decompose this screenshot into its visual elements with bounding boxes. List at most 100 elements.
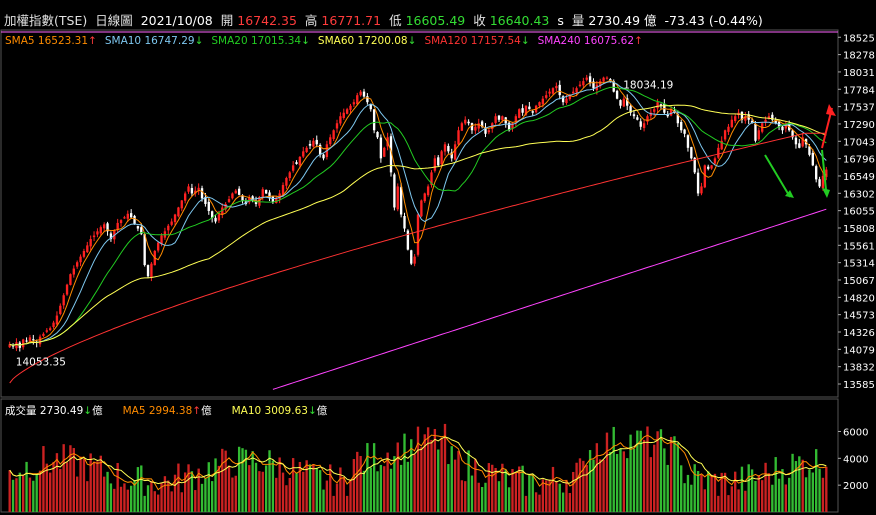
candle-body — [619, 100, 622, 106]
volume-bar — [788, 477, 791, 512]
volume-bar — [129, 485, 133, 512]
volume-legend-item: MA5 2994.38↑億 — [123, 405, 222, 417]
volume-bar — [507, 487, 511, 512]
volume-legend-unit: 億 — [316, 405, 328, 417]
volume-bar — [804, 477, 808, 512]
volume-bar — [821, 477, 825, 512]
volume-bar — [38, 470, 42, 512]
volume-bar — [187, 464, 190, 512]
candle-body — [173, 214, 177, 223]
candle-body — [781, 126, 784, 131]
volume-bar — [626, 458, 629, 512]
volume-bar — [359, 455, 362, 512]
price-axis-label: 17290 — [843, 120, 875, 131]
volume-bar — [389, 468, 393, 512]
price-axis-label: 13832 — [843, 363, 875, 374]
volume-bar — [376, 471, 379, 512]
candle-body — [75, 262, 79, 267]
candle-body — [210, 211, 214, 219]
volume-bar — [551, 466, 555, 512]
candle-body — [123, 217, 126, 219]
volume-bar — [700, 474, 703, 512]
candle-body — [501, 116, 504, 121]
volume-bar — [136, 467, 140, 512]
volume-bar — [322, 489, 325, 512]
candle-body — [113, 229, 116, 240]
candle-body — [42, 333, 45, 336]
price-axis-label: 17784 — [843, 85, 875, 96]
candle-body — [332, 130, 335, 140]
volume-bar — [254, 462, 258, 512]
candle-body — [396, 186, 399, 210]
volume-bar — [345, 495, 349, 512]
volume-legend-unit: 億 — [92, 405, 103, 417]
candle-body — [224, 203, 227, 210]
volume-bar — [329, 464, 332, 512]
candle-body — [329, 137, 332, 145]
volume-legend-item: MA10 3009.63↓億 — [232, 405, 338, 417]
volume-bar — [545, 480, 548, 512]
volume-bar — [443, 423, 447, 512]
candle-body — [801, 137, 804, 147]
volume-bar — [362, 470, 366, 512]
open-label: 開 — [220, 13, 234, 28]
candle-body — [636, 117, 639, 120]
volume-bar — [494, 467, 497, 512]
candle-body — [65, 284, 69, 295]
candle-body — [45, 330, 48, 332]
candle-body — [109, 233, 113, 240]
volume-bar — [258, 471, 261, 512]
candle-body — [150, 263, 153, 278]
volume-bar — [636, 430, 639, 512]
volume-bar — [356, 451, 359, 512]
volume-bar — [99, 455, 102, 512]
volume-bar — [761, 480, 764, 512]
volume-legend-text: MA5 2994.38 — [122, 405, 193, 417]
candle-body — [221, 207, 224, 215]
volume-bar — [342, 476, 345, 512]
volume-bar — [653, 444, 656, 512]
price-axis-label: 18525 — [843, 33, 875, 44]
candle-body — [815, 166, 818, 180]
volume-bar — [811, 472, 814, 512]
volume-bar — [680, 465, 683, 512]
candle-body — [437, 157, 440, 166]
volume-bar — [312, 464, 315, 512]
candle-body — [133, 215, 136, 225]
ma-legend-item: SMA10 16747.29↓ — [105, 35, 204, 47]
candle-body — [281, 185, 285, 196]
volume-bar — [210, 481, 214, 512]
candle-body — [335, 123, 339, 129]
volume-bar — [22, 475, 25, 512]
volume-bar — [153, 491, 156, 512]
volume-bar — [180, 492, 183, 512]
arrow-down-icon: ↓ — [407, 35, 417, 47]
volume-bar — [744, 490, 747, 512]
volume-bar — [764, 462, 767, 512]
volume-bar — [585, 465, 588, 512]
candle-body — [379, 137, 383, 159]
volume-bar — [234, 475, 237, 512]
volume-bar — [791, 453, 794, 512]
candle-body — [359, 91, 362, 96]
volume-bar — [55, 453, 59, 512]
volume-bar — [504, 469, 507, 512]
high-label: 高 — [304, 13, 318, 28]
candle-body — [713, 158, 717, 164]
candle-body — [504, 117, 507, 124]
volume-bar — [808, 469, 811, 512]
volume-bar — [116, 463, 119, 512]
candle-body — [460, 123, 464, 131]
volume-bar — [221, 448, 224, 512]
candle-body — [129, 213, 133, 218]
candle-body — [659, 104, 663, 106]
candle-body — [626, 98, 629, 106]
volume-bar — [190, 471, 194, 512]
volume-bar — [163, 476, 167, 512]
candle-body — [615, 90, 619, 99]
volume-bar — [278, 457, 281, 512]
volume-bar — [605, 432, 609, 512]
candle-body — [538, 102, 541, 106]
volume-bar — [65, 462, 69, 512]
volume-bar — [224, 450, 227, 512]
